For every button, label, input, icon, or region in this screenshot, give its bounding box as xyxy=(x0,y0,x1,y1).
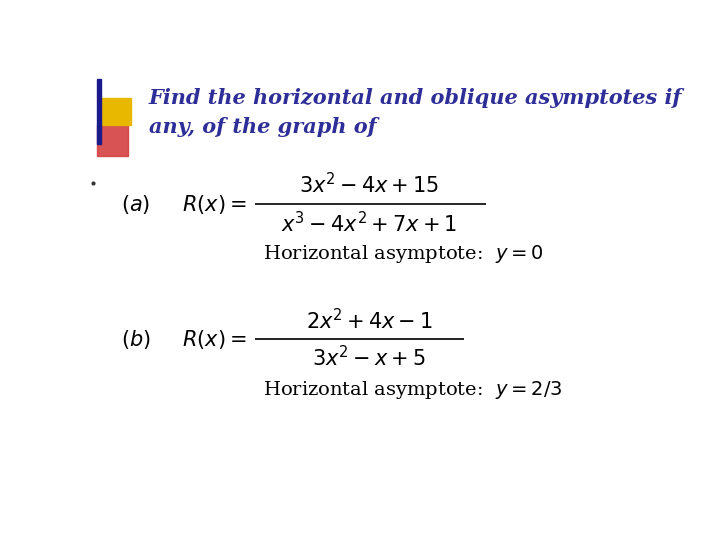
Bar xyxy=(97,79,101,144)
Bar xyxy=(97,125,128,156)
Text: $2x^2 + 4x - 1$: $2x^2 + 4x - 1$ xyxy=(305,308,433,333)
Text: $3x^2 - 4x  +15$: $3x^2 - 4x +15$ xyxy=(299,172,439,197)
Text: $\mathit{R(x)=}$: $\mathit{R(x)=}$ xyxy=(182,328,247,350)
Text: $\mathit{(a)}$: $\mathit{(a)}$ xyxy=(121,193,150,215)
Text: any, of the graph of: any, of the graph of xyxy=(148,117,377,137)
Text: $x^3 - 4x^2 + 7x + 1$: $x^3 - 4x^2 + 7x + 1$ xyxy=(281,211,457,236)
Text: $\mathit{(b)}$: $\mathit{(b)}$ xyxy=(121,328,150,350)
Text: Horizontal asymptote:  $y = 2/3$: Horizontal asymptote: $y = 2/3$ xyxy=(263,379,562,401)
Text: $3x^2 - x + 5$: $3x^2 - x + 5$ xyxy=(312,346,426,370)
Text: Horizontal asymptote:  $y = 0$: Horizontal asymptote: $y = 0$ xyxy=(263,243,544,265)
Text: Find the horizontal and oblique asymptotes if: Find the horizontal and oblique asymptot… xyxy=(148,87,682,107)
Text: $\mathit{R(x)=}$: $\mathit{R(x)=}$ xyxy=(182,193,247,215)
Bar xyxy=(102,98,131,125)
